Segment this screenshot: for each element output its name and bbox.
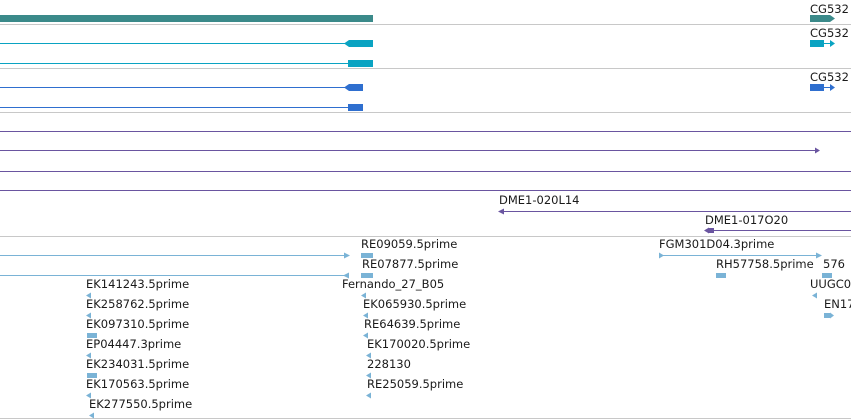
est-label[interactable]: RH57758.5prime: [716, 257, 814, 271]
gene-feature-1[interactable]: [0, 15, 835, 22]
est-label[interactable]: 228130: [367, 357, 411, 371]
est-label[interactable]: EK277550.5prime: [89, 397, 193, 411]
clone-label[interactable]: DME1-017O20: [705, 213, 789, 227]
clone-features[interactable]: [0, 131, 851, 234]
gene-label[interactable]: CG532: [810, 26, 849, 40]
est-label[interactable]: RE09059.5prime: [361, 237, 458, 251]
est-label[interactable]: EK234031.5prime: [86, 357, 190, 371]
gene-label[interactable]: CG532: [810, 70, 849, 84]
est-features[interactable]: [0, 252, 834, 419]
est-label[interactable]: FGM301D04.3prime: [659, 237, 775, 251]
est-label[interactable]: EK097310.5prime: [86, 317, 190, 331]
gene-label[interactable]: CG532: [810, 2, 849, 16]
clone-label[interactable]: DME1-020L14: [499, 193, 580, 207]
est-label[interactable]: EP04447.3prime: [86, 337, 182, 351]
est-label[interactable]: Fernando_27_B05: [342, 277, 445, 291]
est-label[interactable]: EN17: [824, 297, 851, 311]
est-label[interactable]: EK170563.5prime: [86, 377, 190, 391]
est-label[interactable]: UUGC0: [810, 277, 851, 291]
est-label[interactable]: RE25059.5prime: [367, 377, 464, 391]
est-label[interactable]: 576: [823, 257, 845, 271]
gene-feature-3[interactable]: [0, 84, 835, 111]
est-label[interactable]: RE07877.5prime: [362, 257, 459, 271]
est-label[interactable]: RE64639.5prime: [364, 317, 461, 331]
est-label[interactable]: EK258762.5prime: [86, 297, 190, 311]
est-label[interactable]: EK065930.5prime: [363, 297, 467, 311]
est-label[interactable]: EK141243.5prime: [86, 277, 190, 291]
gene-feature-2[interactable]: [0, 40, 835, 67]
est-label[interactable]: EK170020.5prime: [367, 337, 471, 351]
